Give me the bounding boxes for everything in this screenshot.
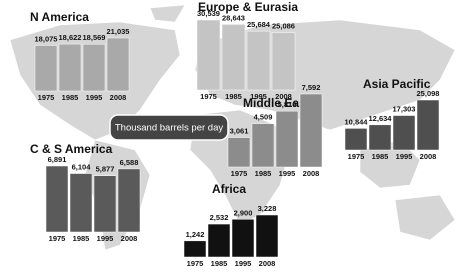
category-label: 1985 [372, 152, 389, 161]
value-label: 25,684 [247, 20, 271, 29]
value-label: 6,891 [48, 155, 67, 164]
bar [392, 115, 416, 151]
bar [93, 175, 117, 233]
value-label: 25,098 [417, 89, 440, 98]
region-chart: Africa 1,242 1975 2,532 1985 2,900 1995 3,228 20… [183, 182, 279, 268]
chart-title: Africa [212, 182, 246, 196]
category-label: 1975 [200, 92, 217, 101]
category-label: 2008 [259, 259, 276, 268]
region-chart: N America 18,075 1975 18,622 1985 18,569 1995 2… [30, 10, 129, 102]
value-label: 5,810 [278, 100, 297, 109]
bar [271, 32, 296, 91]
bar [58, 43, 82, 92]
category-label: 1995 [235, 259, 252, 268]
category-label: 1985 [62, 93, 79, 102]
category-label: 2008 [420, 152, 437, 161]
bar [275, 110, 299, 168]
category-label: 1975 [348, 152, 365, 161]
value-label: 17,303 [393, 105, 416, 114]
bar [416, 99, 440, 151]
value-label: 18,622 [59, 33, 82, 42]
value-label: 28,643 [222, 13, 245, 22]
bar [246, 30, 271, 91]
annotation-box: Thousand barrels per day [109, 114, 229, 141]
category-label: 1995 [279, 169, 296, 178]
category-label: 1985 [73, 234, 90, 243]
chart-title: Middle East [243, 96, 310, 110]
category-label: 1975 [231, 169, 248, 178]
category-label: 1985 [225, 92, 242, 101]
bar [207, 223, 231, 258]
category-label: 1995 [250, 92, 267, 101]
annotation: Thousand barrels per day [115, 123, 224, 134]
category-label: 1995 [97, 234, 114, 243]
bar [344, 128, 368, 151]
bar [368, 124, 392, 151]
chart-title: C & S America [30, 142, 113, 156]
category-label: 2008 [303, 169, 320, 178]
chart-title: Europe & Eurasia [198, 0, 298, 14]
value-label: 4,509 [254, 113, 273, 122]
value-label: 18,075 [35, 34, 58, 43]
category-label: 2008 [121, 234, 138, 243]
category-label: 1995 [396, 152, 413, 161]
bar [299, 93, 323, 168]
bar [251, 123, 275, 168]
category-label: 1975 [49, 234, 66, 243]
bar [117, 168, 141, 233]
bar [82, 43, 106, 92]
value-label: 2,900 [234, 208, 253, 217]
value-label: 21,035 [107, 27, 130, 36]
category-label: 1995 [86, 93, 103, 102]
value-label: 6,104 [72, 163, 92, 172]
bar [231, 219, 255, 258]
value-label: 2,532 [210, 213, 229, 222]
region-chart: Middle East 3,061 1975 4,509 1985 5,810 1995 7,… [227, 83, 323, 178]
category-label: 1975 [187, 259, 204, 268]
value-label: 6,588 [120, 158, 139, 167]
category-label: 1985 [211, 259, 228, 268]
value-label: 3,061 [230, 127, 249, 136]
annotation-background [109, 114, 229, 141]
bar [227, 137, 251, 168]
category-label: 1985 [255, 169, 272, 178]
bar [106, 37, 130, 92]
category-label: 1975 [38, 93, 55, 102]
value-label: 30,539 [197, 9, 220, 18]
chart-title: Asia Pacific [363, 77, 431, 91]
category-label: 2008 [110, 93, 127, 102]
value-label: 12,634 [369, 114, 393, 123]
bar [255, 214, 279, 258]
bar [221, 24, 246, 91]
bar [34, 45, 58, 92]
value-label: 18,569 [83, 33, 106, 42]
bar [45, 165, 69, 233]
value-label: 25,086 [272, 21, 295, 30]
value-label: 1,242 [186, 230, 205, 239]
region-chart: Asia Pacific 10,844 1975 12,634 1985 17,303 19… [345, 77, 440, 161]
bar [69, 173, 93, 233]
value-label: 5,877 [96, 165, 115, 174]
chart-title: N America [30, 10, 89, 24]
bar [196, 19, 221, 91]
value-label: 7,592 [302, 83, 321, 92]
bar [183, 240, 207, 258]
value-label: 3,228 [258, 204, 277, 213]
category-label: 2008 [275, 92, 292, 101]
value-label: 10,844 [345, 117, 369, 126]
